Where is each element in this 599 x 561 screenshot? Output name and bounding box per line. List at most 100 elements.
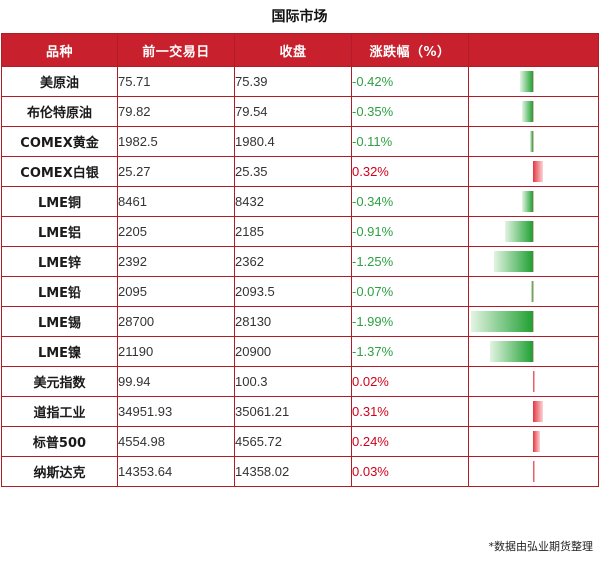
bar-axis — [533, 191, 534, 212]
row-name: LME锌 — [1, 246, 118, 277]
row-prev: 34951.93 — [117, 396, 235, 427]
row-prev: 28700 — [117, 306, 235, 337]
row-name: LME铜 — [1, 186, 118, 217]
change-bar — [490, 341, 533, 362]
row-close: 20900 — [234, 336, 352, 367]
row-change: 0.03% — [351, 456, 469, 487]
header-change: 涨跌幅（%） — [351, 33, 469, 67]
row-change: 0.32% — [351, 156, 469, 187]
row-change: -0.34% — [351, 186, 469, 217]
row-change: -0.11% — [351, 126, 469, 157]
row-name: 纳斯达克 — [1, 456, 118, 487]
row-bar-cell — [468, 96, 599, 127]
table-row: COMEX白银 25.27 25.35 0.32% — [1, 156, 599, 187]
row-name: 标普500 — [1, 426, 118, 457]
change-bar — [529, 131, 533, 152]
row-prev: 1982.5 — [117, 126, 235, 157]
market-table: 品种 前一交易日 收盘 涨跌幅（%） 美原油 75.71 75.39 -0.42% 布伦… — [1, 33, 599, 487]
bar-axis — [533, 131, 534, 152]
row-bar-cell — [468, 426, 599, 457]
row-prev: 2392 — [117, 246, 235, 277]
bar-axis — [533, 71, 534, 92]
change-bar — [494, 251, 533, 272]
table-title: 国际市场 — [271, 9, 328, 25]
bar-axis — [533, 251, 534, 272]
table-row: 纳斯达克 14353.64 14358.02 0.03% — [1, 456, 599, 487]
row-prev: 99.94 — [117, 366, 235, 397]
row-prev: 8461 — [117, 186, 235, 217]
row-change: -0.42% — [351, 66, 469, 97]
header-bar — [468, 33, 599, 67]
row-bar-cell — [468, 66, 599, 97]
change-bar — [471, 311, 533, 332]
change-bar — [533, 371, 535, 392]
row-change: -0.07% — [351, 276, 469, 307]
row-change: -1.25% — [351, 246, 469, 277]
row-change: 0.31% — [351, 396, 469, 427]
table-row: LME镍 21190 20900 -1.37% — [1, 336, 599, 367]
row-name: COMEX白银 — [1, 156, 118, 187]
row-bar-cell — [468, 156, 599, 187]
row-prev: 75.71 — [117, 66, 235, 97]
row-name: COMEX黄金 — [1, 126, 118, 157]
row-bar-cell — [468, 336, 599, 367]
row-name: 美元指数 — [1, 366, 118, 397]
table-row: LME锡 28700 28130 -1.99% — [1, 306, 599, 337]
table-body: 美原油 75.71 75.39 -0.42% 布伦特原油 79.82 79.54 -0.35%… — [1, 66, 599, 487]
row-name: 布伦特原油 — [1, 96, 118, 127]
row-change: 0.24% — [351, 426, 469, 457]
table-row: LME铜 8461 8432 -0.34% — [1, 186, 599, 217]
bar-axis — [533, 101, 534, 122]
row-prev: 2095 — [117, 276, 235, 307]
row-prev: 25.27 — [117, 156, 235, 187]
change-bar — [504, 221, 533, 242]
row-bar-cell — [468, 456, 599, 487]
row-name: LME铅 — [1, 276, 118, 307]
row-name: 道指工业 — [1, 396, 118, 427]
table-row: 标普500 4554.98 4565.72 0.24% — [1, 426, 599, 457]
table-row: LME铅 2095 2093.5 -0.07% — [1, 276, 599, 307]
change-bar — [530, 281, 533, 302]
row-close: 100.3 — [234, 366, 352, 397]
bar-axis — [533, 281, 534, 302]
table-row: 美元指数 99.94 100.3 0.02% — [1, 366, 599, 397]
row-bar-cell — [468, 216, 599, 247]
header-row: 品种 前一交易日 收盘 涨跌幅（%） — [1, 33, 599, 67]
row-prev: 21190 — [117, 336, 235, 367]
row-prev: 4554.98 — [117, 426, 235, 457]
row-close: 79.54 — [234, 96, 352, 127]
row-bar-cell — [468, 366, 599, 397]
row-bar-cell — [468, 186, 599, 217]
header-name: 品种 — [1, 33, 118, 67]
row-prev: 14353.64 — [117, 456, 235, 487]
row-name: 美原油 — [1, 66, 118, 97]
row-bar-cell — [468, 276, 599, 307]
row-close: 2093.5 — [234, 276, 352, 307]
row-close: 8432 — [234, 186, 352, 217]
row-bar-cell — [468, 126, 599, 157]
change-bar — [533, 461, 535, 482]
bar-axis — [533, 221, 534, 242]
row-bar-cell — [468, 306, 599, 337]
row-change: 0.02% — [351, 366, 469, 397]
table-row: LME锌 2392 2362 -1.25% — [1, 246, 599, 277]
row-close: 1980.4 — [234, 126, 352, 157]
change-bar — [533, 161, 543, 182]
header-prev: 前一交易日 — [117, 33, 235, 67]
row-close: 2185 — [234, 216, 352, 247]
table-row: COMEX黄金 1982.5 1980.4 -0.11% — [1, 126, 599, 157]
row-prev: 2205 — [117, 216, 235, 247]
row-name: LME铝 — [1, 216, 118, 247]
bar-axis — [533, 311, 534, 332]
table-row: 美原油 75.71 75.39 -0.42% — [1, 66, 599, 97]
row-bar-cell — [468, 396, 599, 427]
row-change: -1.37% — [351, 336, 469, 367]
change-bar — [519, 71, 533, 92]
row-close: 35061.21 — [234, 396, 352, 427]
table-row: 道指工业 34951.93 35061.21 0.31% — [1, 396, 599, 427]
table-row: 布伦特原油 79.82 79.54 -0.35% — [1, 96, 599, 127]
row-close: 28130 — [234, 306, 352, 337]
change-bar — [533, 431, 541, 452]
row-close: 25.35 — [234, 156, 352, 187]
row-prev: 79.82 — [117, 96, 235, 127]
